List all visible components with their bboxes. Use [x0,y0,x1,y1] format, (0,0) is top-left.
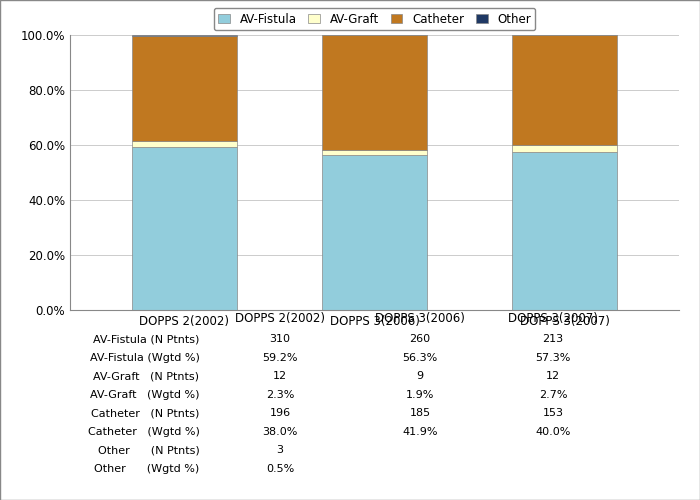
Text: Other      (Wgtd %): Other (Wgtd %) [94,464,199,473]
Text: 59.2%: 59.2% [262,353,298,362]
Text: Catheter   (Wgtd %): Catheter (Wgtd %) [88,426,200,437]
Legend: AV-Fistula, AV-Graft, Catheter, Other: AV-Fistula, AV-Graft, Catheter, Other [214,8,536,30]
Text: 38.0%: 38.0% [262,426,298,437]
Text: 153: 153 [542,408,564,418]
Text: 185: 185 [410,408,430,418]
Bar [132,141,237,147]
Text: 260: 260 [410,334,430,344]
Bar [322,34,427,150]
Text: 57.3%: 57.3% [536,353,570,362]
Text: 2.3%: 2.3% [266,390,294,400]
Bar [322,155,427,310]
Text: 12: 12 [546,371,560,381]
Text: AV-Graft   (Wgtd %): AV-Graft (Wgtd %) [90,390,199,400]
Bar [512,152,617,310]
Text: 0.5%: 0.5% [266,464,294,473]
Text: DOPPS 3(2007): DOPPS 3(2007) [508,312,598,326]
Text: AV-Fistula (N Ptnts): AV-Fistula (N Ptnts) [93,334,200,344]
Bar [132,147,237,310]
Text: DOPPS 3(2006): DOPPS 3(2006) [375,312,465,326]
Text: AV-Fistula (Wgtd %): AV-Fistula (Wgtd %) [90,353,200,362]
Bar [322,150,427,155]
Text: Other      (N Ptnts): Other (N Ptnts) [98,445,200,455]
Text: 41.9%: 41.9% [402,426,438,437]
Text: Catheter   (N Ptnts): Catheter (N Ptnts) [91,408,200,418]
Text: AV-Graft   (N Ptnts): AV-Graft (N Ptnts) [94,371,200,381]
Text: 310: 310 [270,334,290,344]
Text: 1.9%: 1.9% [406,390,434,400]
Bar [132,36,237,141]
Bar [512,35,617,145]
Text: 3: 3 [276,445,284,455]
Text: 9: 9 [416,371,424,381]
Text: 196: 196 [270,408,290,418]
Text: 2.7%: 2.7% [539,390,567,400]
Text: 40.0%: 40.0% [536,426,570,437]
Text: 56.3%: 56.3% [402,353,438,362]
Text: 213: 213 [542,334,564,344]
Bar [132,35,237,36]
Bar [512,145,617,152]
Text: DOPPS 2(2002): DOPPS 2(2002) [235,312,325,326]
Text: 12: 12 [273,371,287,381]
